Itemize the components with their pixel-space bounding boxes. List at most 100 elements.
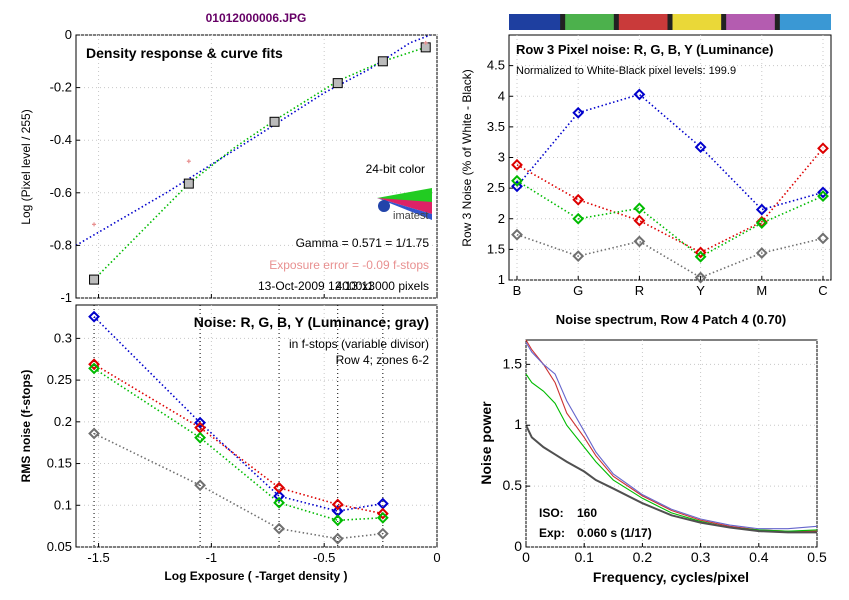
rms-marker — [273, 496, 285, 509]
rms-y-axis-label: RMS noise (f-stops) — [19, 370, 33, 483]
spectrum-tick-label-x: 0.1 — [574, 549, 594, 565]
row3-marker — [817, 142, 829, 155]
row3-y-axis-label: Row 3 Noise (% of White - Black) — [460, 69, 474, 246]
iso-label: ISO: — [539, 506, 564, 520]
row3-tick-label-y: 3 — [498, 150, 505, 165]
row3-marker — [755, 203, 768, 216]
rms-marker — [88, 362, 100, 375]
row3-marker — [572, 193, 585, 206]
gamma-label: Gamma = 0.571 = 1/1.75 — [296, 236, 430, 250]
density-pink-point — [186, 159, 191, 164]
row3-marker — [633, 214, 646, 227]
imatest-logo-text: imatest — [393, 210, 428, 222]
row3-marker — [511, 158, 523, 171]
row3-marker — [572, 250, 585, 263]
rms-marker — [273, 522, 285, 535]
density-tick-label-y: -0.2 — [50, 80, 72, 95]
spectrum-tick-label-y: 0.5 — [503, 477, 523, 493]
footer-pixels: 4000x3000 pixels — [336, 279, 429, 293]
density-tick-label-y: -0.4 — [50, 132, 72, 147]
row3-marker — [755, 247, 768, 259]
row3-marker — [817, 186, 829, 199]
rms-chart-subtitle-1: in f-stops (variable divisor) — [289, 337, 429, 351]
density-tick-label-y: -0.6 — [50, 185, 72, 200]
row3-category-label: C — [818, 283, 827, 298]
spectrum-tick-label-x: 0.5 — [807, 549, 827, 565]
rms-plot-area — [75, 304, 438, 548]
density-point — [377, 56, 388, 67]
rms-marker — [194, 479, 207, 492]
row3-category-label: R — [635, 283, 644, 298]
row3-marker — [817, 190, 829, 203]
rms-tick-label-y: 0.25 — [47, 372, 72, 387]
row3-noise-chart: 1 1.5 2 2.5 3 3.5 4 4.5 B G R Y M C Row 3 Pixel noise… — [460, 14, 832, 298]
color-bar-separator — [721, 14, 727, 30]
row3-marker — [633, 202, 646, 215]
row3-marker — [755, 217, 768, 229]
row3-tick-label-y: 4.5 — [487, 58, 505, 73]
rms-marker — [376, 527, 389, 540]
spectrum-tick-label-y: 0 — [514, 538, 522, 554]
density-response-chart: -1 -0.8 -0.6 -0.4 -0.2 0 Density response & c… — [19, 27, 438, 305]
color-bar-swatch — [723, 14, 778, 30]
spectrum-tick-label-x: 0.4 — [749, 549, 769, 565]
row3-marker — [694, 250, 707, 263]
row3-tick-label-y: 2.5 — [487, 180, 505, 195]
rms-marker — [331, 514, 344, 527]
color-bar-separator — [560, 14, 566, 30]
color-depth-label: 24-bit color — [366, 162, 425, 176]
spectrum-tick-label-y: 1.5 — [503, 355, 523, 371]
row3-marker — [572, 212, 585, 225]
color-bar-swatch — [616, 14, 670, 30]
rms-tick-label-x: -1.5 — [87, 550, 109, 565]
density-tick-label-y: 0 — [65, 27, 72, 42]
exp-value: 0.060 s (1/17) — [577, 526, 652, 540]
spectrum-series-line-1 — [525, 342, 818, 530]
spectrum-tick-label-x: 0.3 — [691, 549, 711, 565]
spectrum-tick-label-y: 1 — [514, 416, 522, 432]
rms-series-line-2 — [93, 367, 383, 522]
color-bar-swatch — [670, 14, 724, 30]
rms-marker — [376, 511, 389, 524]
color-bar-separator — [774, 14, 780, 30]
row3-marker — [694, 246, 707, 259]
spectrum-tick-label-x: 0 — [522, 549, 530, 565]
density-point — [183, 178, 194, 189]
color-bar-separator — [613, 14, 619, 30]
row3-marker — [633, 235, 646, 248]
rms-marker — [331, 498, 344, 511]
rms-tick-label-x: -1 — [206, 550, 218, 565]
rms-marker — [273, 490, 285, 503]
row3-series-line-2 — [516, 180, 824, 258]
imatest-logo: imatest — [377, 188, 432, 222]
rms-noise-chart: 0.05 0.1 0.15 0.2 0.25 0.3 -1.5 -1 -0.5 0 Noise: … — [19, 304, 441, 583]
file-title: 01012000006.JPG — [206, 11, 307, 25]
row3-tick-label-y: 4 — [498, 88, 505, 103]
rms-chart-subtitle-2: Row 4; zones 6-2 — [336, 353, 430, 367]
density-point — [89, 274, 100, 285]
row3-marker — [817, 232, 829, 245]
rms-marker — [194, 431, 207, 444]
rms-marker — [88, 358, 100, 371]
density-fit-curve-0 — [75, 34, 431, 247]
color-bar-swatch — [562, 14, 617, 30]
density-tick-label-y: -0.8 — [50, 237, 72, 252]
density-chart-title: Density response & curve fits — [86, 45, 283, 61]
density-pink-point — [423, 40, 428, 45]
rms-marker — [194, 416, 207, 429]
row3-marker — [511, 180, 523, 193]
color-bar-swatch — [509, 14, 563, 30]
exposure-error-label: Exposure error = -0.09 f-stops — [269, 258, 429, 272]
color-bar-separator — [667, 14, 673, 30]
rms-tick-label-y: 0.05 — [47, 539, 72, 554]
spectrum-tick-label-x: 0.2 — [633, 549, 653, 565]
rms-tick-label-y: 0.2 — [54, 414, 72, 429]
rms-x-axis-label: Log Exposure ( -Target density ) — [164, 569, 347, 583]
density-plot-area — [75, 34, 438, 299]
row3-chart-subtitle: Normalized to White-Black pixel levels: … — [516, 65, 736, 77]
rms-tick-label-y: 0.3 — [54, 330, 72, 345]
row3-marker — [511, 228, 523, 241]
row3-category-label: G — [573, 283, 583, 298]
noise-spectrum-chart: Noise spectrum, Row 4 Patch 4 (0.70) 0 0.… — [478, 312, 827, 585]
